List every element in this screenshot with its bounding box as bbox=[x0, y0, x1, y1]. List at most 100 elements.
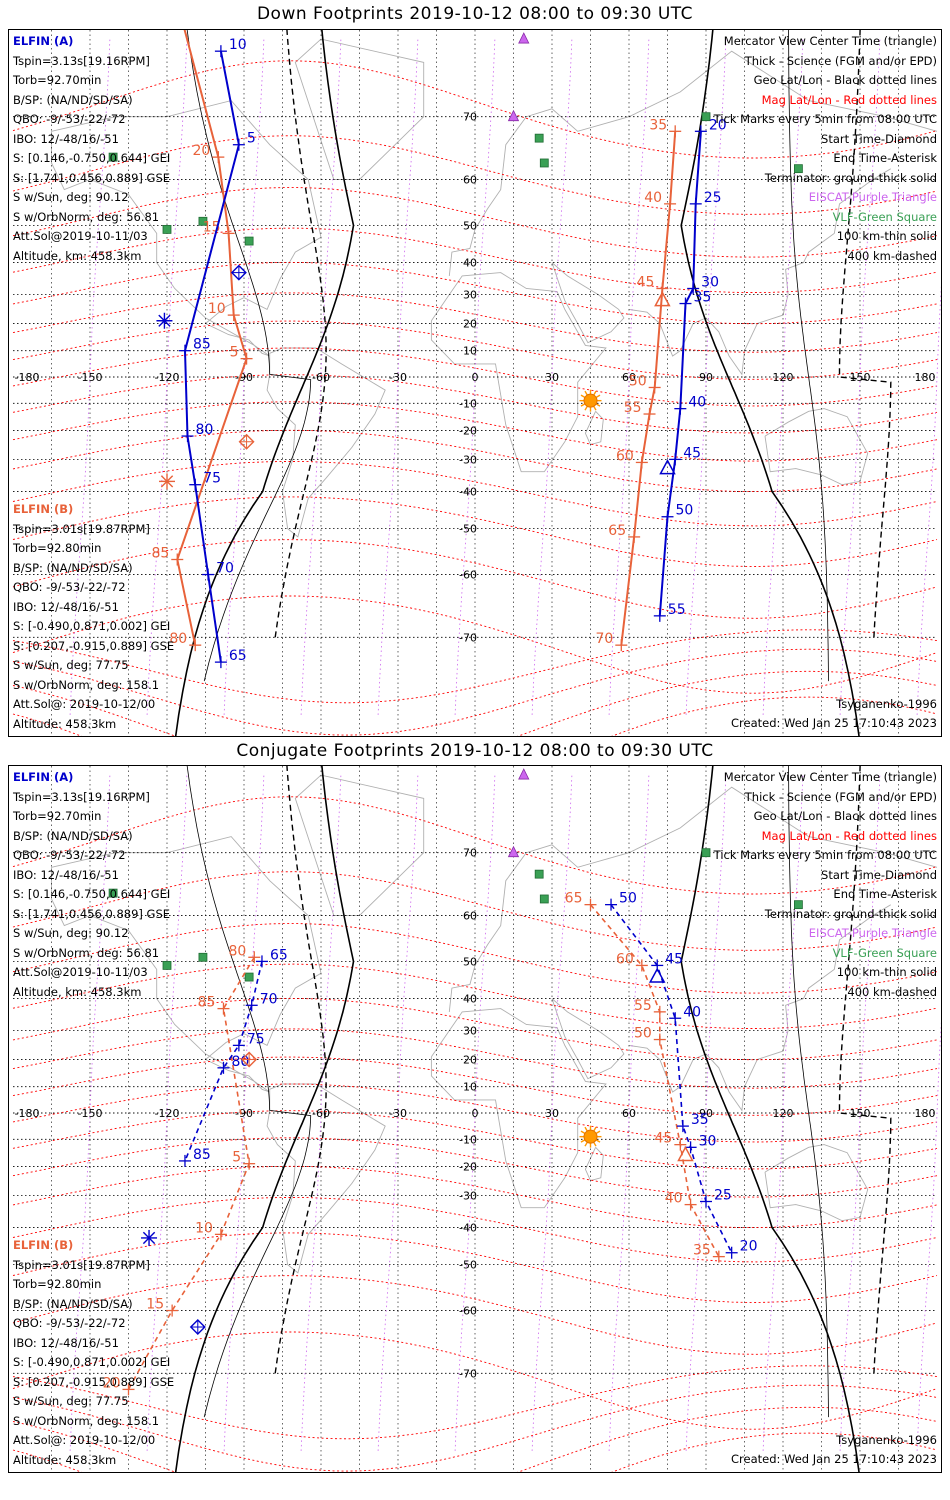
sun-icon bbox=[583, 1129, 598, 1144]
lat-tick-label: 10 bbox=[463, 345, 477, 358]
elfin-b-header: ELFIN (B) bbox=[13, 502, 74, 516]
down-elfin-a-info: ELFIN (A) Tspin=3.13s[19.16RPM] Torb=92.7… bbox=[13, 32, 170, 266]
track-tick-label: 80 bbox=[228, 943, 246, 959]
track-tick-label: 45 bbox=[683, 445, 701, 461]
legend-line: 100 km-thin solid bbox=[836, 965, 937, 979]
track-tick-label: 25 bbox=[704, 190, 722, 206]
lat-tick-label: 40 bbox=[463, 993, 477, 1006]
track-tick-label: 40 bbox=[683, 1004, 701, 1020]
lat-tick-label: 50 bbox=[463, 955, 477, 968]
elfin-a-info-line: Tspin=3.13s[19.16RPM] bbox=[13, 53, 150, 68]
mag-lat-line bbox=[12, 1197, 938, 1263]
elfin-a-info-line: S: [1.741,0.456,0.889] GSE bbox=[13, 170, 171, 185]
track-line bbox=[184, 961, 263, 1162]
elfin-a-info-line: S: [1.741,0.456,0.889] GSE bbox=[13, 906, 171, 921]
elfin-a-info-line: S w/Sun, deg: 90.12 bbox=[13, 190, 129, 204]
mag-lon-line bbox=[69, 39, 111, 715]
legend-line: Mercator View Center Time (triangle) bbox=[723, 34, 937, 48]
continent-outline bbox=[430, 1008, 607, 1209]
track-tick-label: 5 bbox=[230, 345, 239, 361]
lat-tick-label: -40 bbox=[459, 485, 477, 498]
lon-tick-label: 120 bbox=[773, 1107, 794, 1120]
elfin-b-info-line: B/SP: (NA/ND/SD/SA) bbox=[13, 560, 133, 575]
lon-tick-label: 90 bbox=[699, 371, 713, 384]
mag-polar-line bbox=[12, 696, 938, 736]
track-tick-label: 35 bbox=[693, 1243, 711, 1259]
track-tick-label: 20 bbox=[740, 1239, 758, 1255]
mag-lat-line bbox=[12, 496, 938, 567]
mag-lon-line bbox=[685, 39, 727, 715]
elfin-a-info-line: B/SP: (NA/ND/SD/SA) bbox=[13, 828, 133, 843]
legend-line: Geo Lat/Lon - Black dotted lines bbox=[753, 73, 937, 87]
track-tick-label: 30 bbox=[701, 274, 719, 290]
mag-lat-line bbox=[12, 227, 938, 293]
elfin-b-info-line: Altitude: 458.3km bbox=[13, 716, 117, 731]
conj-frame: -180 -150 -120 -90 -60 -30 0 30 60 90 120 150 180 70 6… bbox=[8, 765, 942, 1473]
track-line bbox=[127, 956, 255, 1390]
elfin-b-east-track: 35 40 45 50 55 60 65 70 bbox=[595, 117, 682, 652]
continent-outline bbox=[266, 1083, 386, 1274]
mag-polar-line bbox=[12, 670, 938, 736]
continent-outline bbox=[294, 774, 425, 916]
legend-line: VLF-Green Square bbox=[832, 209, 937, 224]
mag-lon-line bbox=[146, 39, 188, 715]
down-elfin-b-info: ELFIN (B) Tspin=3.01s[19.87RPM] Torb=92.8… bbox=[13, 500, 174, 734]
continent-outline bbox=[764, 1144, 869, 1222]
elfin-b-info-line: S: [0.207,-0.915,0.889] GSE bbox=[13, 1374, 175, 1389]
lon-tick-label: -150 bbox=[78, 371, 103, 384]
track-tick-label: 85 bbox=[198, 995, 216, 1011]
terminator-100km-east bbox=[788, 30, 829, 682]
elfin-b-east-track: 65 60 55 50 45 40 35 bbox=[565, 891, 725, 1263]
lon-tick-label: -30 bbox=[389, 371, 407, 384]
lat-tick-label: 70 bbox=[463, 111, 477, 124]
end-asterisk-icon bbox=[142, 1231, 156, 1245]
track-tick-label: 70 bbox=[216, 561, 234, 577]
down-panel: Down Footprints 2019-10-12 08:00 to 09:3… bbox=[0, 0, 950, 740]
vlf-square-icon bbox=[539, 158, 549, 168]
elfin-a-info-line: Att.Sol@2019-10-11/03 bbox=[13, 965, 148, 979]
vlf-square-icon bbox=[534, 133, 544, 143]
start-diamond-icon bbox=[189, 1319, 206, 1336]
track-tick-label: 85 bbox=[193, 1147, 211, 1163]
legend-line: End Time-Asterisk bbox=[833, 887, 937, 901]
legend-line: Mag Lat/Lon - Red dotted lines bbox=[761, 828, 937, 843]
terminator-400km-east bbox=[838, 30, 892, 638]
track-tick-label: 65 bbox=[270, 947, 288, 963]
elfin-b-info-line: Torb=92.80min bbox=[13, 541, 102, 555]
track-tick-label: 35 bbox=[649, 117, 667, 133]
conj-legend: Mercator View Center Time (triangle) Thic… bbox=[714, 768, 937, 1002]
lat-tick-label: -10 bbox=[459, 1133, 477, 1146]
elfin-a-header: ELFIN (A) bbox=[13, 34, 74, 48]
track-tick-label: 65 bbox=[608, 523, 626, 539]
mag-lon-line bbox=[223, 39, 265, 715]
legend-line: End Time-Asterisk bbox=[833, 151, 937, 165]
lat-tick-label: 30 bbox=[463, 1025, 477, 1038]
conj-elfin-b-info: ELFIN (B) Tspin=3.01s[19.87RPM] Torb=92.8… bbox=[13, 1236, 174, 1470]
lat-tick-label: 10 bbox=[463, 1081, 477, 1094]
mag-lon-line bbox=[916, 285, 941, 715]
lat-tick-label: 40 bbox=[463, 257, 477, 270]
lon-tick-label: 90 bbox=[699, 1107, 713, 1120]
mag-lat-line bbox=[12, 997, 938, 1061]
lon-tick-label: 150 bbox=[850, 1107, 871, 1120]
legend-line: VLF-Green Square bbox=[832, 945, 937, 960]
mag-polar-line bbox=[12, 1365, 938, 1440]
terminator-400km-east bbox=[838, 766, 892, 1374]
lat-tick-label: -50 bbox=[459, 1259, 477, 1272]
elfin-a-west-track: 65 70 75 80 85 bbox=[178, 947, 288, 1167]
track-tick-label: 65 bbox=[229, 648, 247, 664]
eiscat-triangle-icon bbox=[507, 109, 520, 122]
vlf-square-icon bbox=[794, 164, 803, 174]
elfin-b-info-line: S w/OrbNorm, deg: 158.1 bbox=[13, 1413, 160, 1428]
mag-lon-line bbox=[916, 1021, 941, 1451]
track-tick-label: 5 bbox=[247, 131, 256, 147]
track-tick-label: 60 bbox=[616, 448, 634, 464]
elfin-a-info-line: S: [0.146,-0.750,0.644] GEI bbox=[13, 887, 171, 901]
mag-lon-line bbox=[223, 775, 265, 1451]
vlf-square-icon bbox=[539, 894, 549, 904]
lat-tick-label: -60 bbox=[459, 569, 477, 582]
center-triangle-icon bbox=[677, 1145, 694, 1162]
elfin-b-info-line: QBO: -9/-53/-22/-72 bbox=[13, 1316, 126, 1330]
lon-tick-label: -150 bbox=[78, 1107, 103, 1120]
